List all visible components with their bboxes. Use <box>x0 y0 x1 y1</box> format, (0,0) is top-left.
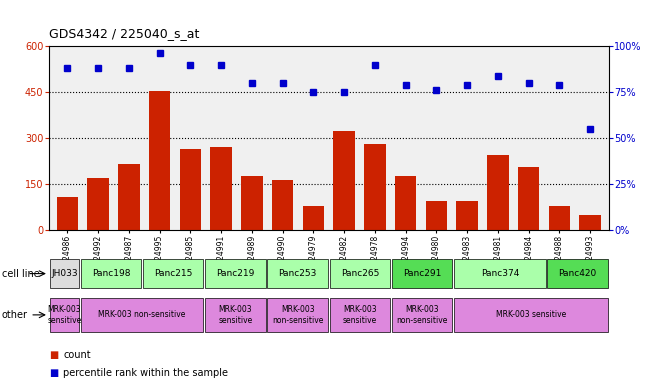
Text: cell line: cell line <box>2 268 40 279</box>
Text: JH033: JH033 <box>51 269 77 278</box>
Bar <box>241 176 262 230</box>
Text: percentile rank within the sample: percentile rank within the sample <box>63 368 228 378</box>
Bar <box>49 259 79 288</box>
Bar <box>329 259 390 288</box>
Text: Panc198: Panc198 <box>92 269 130 278</box>
Bar <box>518 167 540 230</box>
Bar <box>268 298 328 332</box>
Bar <box>392 298 452 332</box>
Bar <box>547 259 608 288</box>
Bar <box>81 298 203 332</box>
Text: Panc265: Panc265 <box>340 269 379 278</box>
Bar <box>268 259 328 288</box>
Text: Panc291: Panc291 <box>403 269 441 278</box>
Text: Panc374: Panc374 <box>480 269 519 278</box>
Bar <box>118 164 139 230</box>
Bar <box>87 178 109 230</box>
Bar <box>456 201 478 230</box>
Text: Panc219: Panc219 <box>216 269 255 278</box>
Bar <box>392 259 452 288</box>
Bar <box>454 259 546 288</box>
Text: MRK-003
sensitive: MRK-003 sensitive <box>48 305 81 324</box>
Bar <box>57 197 78 230</box>
Text: MRK-003
non-sensitive: MRK-003 non-sensitive <box>272 305 324 324</box>
Text: count: count <box>63 350 90 360</box>
Bar <box>454 298 608 332</box>
Text: MRK-003
non-sensitive: MRK-003 non-sensitive <box>396 305 448 324</box>
Bar <box>426 201 447 230</box>
Text: Panc215: Panc215 <box>154 269 193 278</box>
Bar <box>364 144 385 230</box>
Bar <box>333 131 355 230</box>
Bar <box>549 206 570 230</box>
Bar <box>180 149 201 230</box>
Text: MRK-003
sensitive: MRK-003 sensitive <box>342 305 377 324</box>
Text: MRK-003
sensitive: MRK-003 sensitive <box>218 305 253 324</box>
Bar <box>329 298 390 332</box>
Bar <box>395 176 417 230</box>
Text: ■: ■ <box>49 350 58 360</box>
Bar <box>272 180 294 230</box>
Bar <box>579 215 601 230</box>
Text: Panc420: Panc420 <box>559 269 597 278</box>
Text: MRK-003 non-sensitive: MRK-003 non-sensitive <box>98 310 186 319</box>
Text: GDS4342 / 225040_s_at: GDS4342 / 225040_s_at <box>49 27 199 40</box>
Bar <box>487 155 508 230</box>
Bar <box>205 298 266 332</box>
Bar <box>205 259 266 288</box>
Bar <box>149 91 171 230</box>
Text: other: other <box>2 310 28 320</box>
Text: ■: ■ <box>49 368 58 378</box>
Text: MRK-003 sensitive: MRK-003 sensitive <box>496 310 566 319</box>
Bar <box>49 298 79 332</box>
Text: Panc253: Panc253 <box>279 269 317 278</box>
Bar <box>210 147 232 230</box>
Bar <box>143 259 203 288</box>
Bar <box>81 259 141 288</box>
Bar <box>303 207 324 230</box>
